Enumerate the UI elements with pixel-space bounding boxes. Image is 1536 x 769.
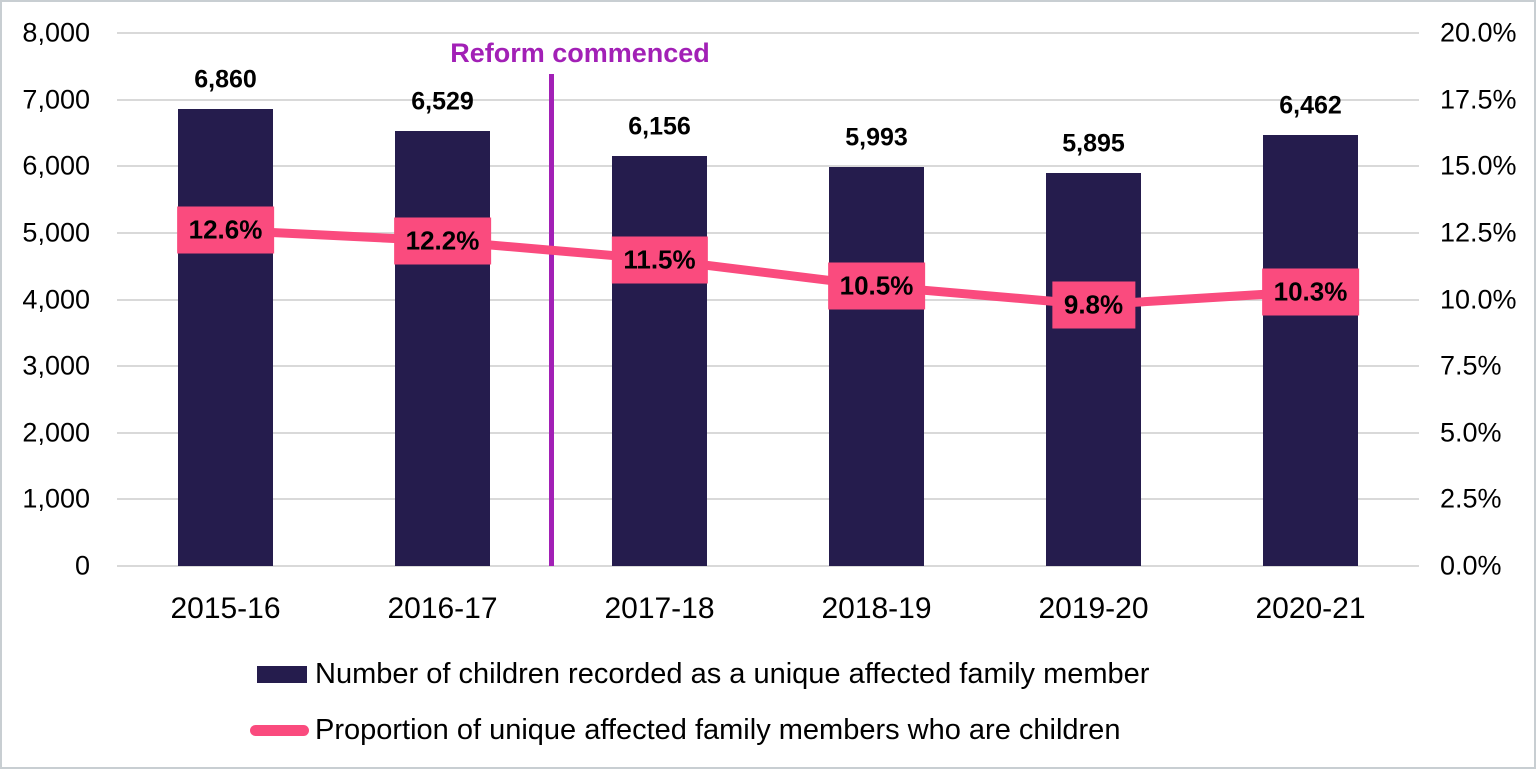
reform-commenced-line: [549, 74, 554, 566]
bar: [178, 108, 273, 566]
bar-value-label: 6,156: [628, 112, 691, 141]
y-axis-left-tick: 2,000: [22, 417, 90, 448]
bar: [1263, 135, 1358, 566]
legend-label-line-series: Proportion of unique affected family mem…: [315, 714, 1121, 746]
y-axis-left-tick: 7,000: [22, 84, 90, 115]
y-axis-right-tick: 10.0%: [1440, 284, 1517, 314]
trend-line-path: [225, 225, 1311, 310]
line-point-label: 12.6%: [176, 206, 275, 254]
bar-value-label: 5,895: [1062, 129, 1125, 158]
y-axis-right-tick: 2.5%: [1440, 483, 1502, 514]
y-axis-left-tick: 1,000: [22, 483, 90, 514]
y-axis-right-tick: 5.0%: [1440, 417, 1502, 448]
x-axis-tick: 2015-16: [170, 592, 281, 625]
gridline: [117, 32, 1419, 34]
legend-label-bar-series: Number of children recorded as a unique …: [315, 658, 1150, 690]
gridline: [117, 165, 1419, 168]
bar-series-swatch-icon: [257, 666, 307, 683]
x-axis-tick: 2020-21: [1255, 592, 1366, 625]
line-point-label: 10.3%: [1261, 268, 1360, 315]
y-axis-right-tick: 12.5%: [1440, 217, 1517, 248]
x-axis-tick: 2016-17: [387, 592, 498, 625]
gridline: [117, 431, 1419, 434]
y-axis-left-tick: 5,000: [22, 217, 90, 248]
x-axis-tick: 2018-19: [821, 592, 932, 625]
gridline: [117, 231, 1419, 234]
y-axis-right-tick: 7.5%: [1440, 350, 1502, 381]
y-axis-right-tick: 0.0%: [1440, 550, 1502, 581]
bar: [829, 166, 924, 566]
y-axis-left-tick: 3,000: [22, 350, 90, 381]
x-axis-tick: 2019-20: [1038, 592, 1149, 625]
line-point-label: 12.2%: [393, 217, 492, 265]
gridline: [117, 98, 1419, 101]
bar: [395, 131, 490, 566]
y-axis-left-tick: 8,000: [22, 17, 90, 48]
line-point-label: 10.5%: [827, 262, 926, 310]
y-axis-right-tick: 15.0%: [1440, 150, 1517, 181]
gridline: [117, 365, 1419, 368]
gridline: [117, 565, 1419, 567]
annotation-reform-commenced: Reform commenced: [450, 38, 710, 68]
legend-item-line-series: Proportion of unique affected family mem…: [250, 714, 1120, 747]
y-axis-left-tick: 4,000: [22, 284, 90, 314]
bar-value-label: 6,529: [411, 87, 474, 116]
line-point-label: 9.8%: [1051, 281, 1136, 329]
x-axis-tick: 2017-18: [604, 592, 715, 625]
y-axis-right-tick: 20.0%: [1440, 17, 1517, 48]
line-series-swatch-icon: [250, 725, 309, 736]
y-axis-right-tick: 17.5%: [1440, 84, 1517, 115]
bar: [612, 155, 707, 566]
bar-value-label: 6,860: [194, 65, 257, 94]
gridline: [117, 298, 1419, 301]
bar: [1046, 173, 1141, 566]
line-point-label: 11.5%: [611, 236, 708, 284]
legend-item-bar-series: Number of children recorded as a unique …: [257, 658, 1149, 691]
bar-value-label: 5,993: [845, 123, 908, 152]
y-axis-left-tick: 6,000: [22, 150, 90, 181]
gridline: [117, 498, 1419, 501]
y-axis-left-tick: 0: [74, 550, 90, 581]
bar-value-label: 6,462: [1279, 91, 1342, 120]
